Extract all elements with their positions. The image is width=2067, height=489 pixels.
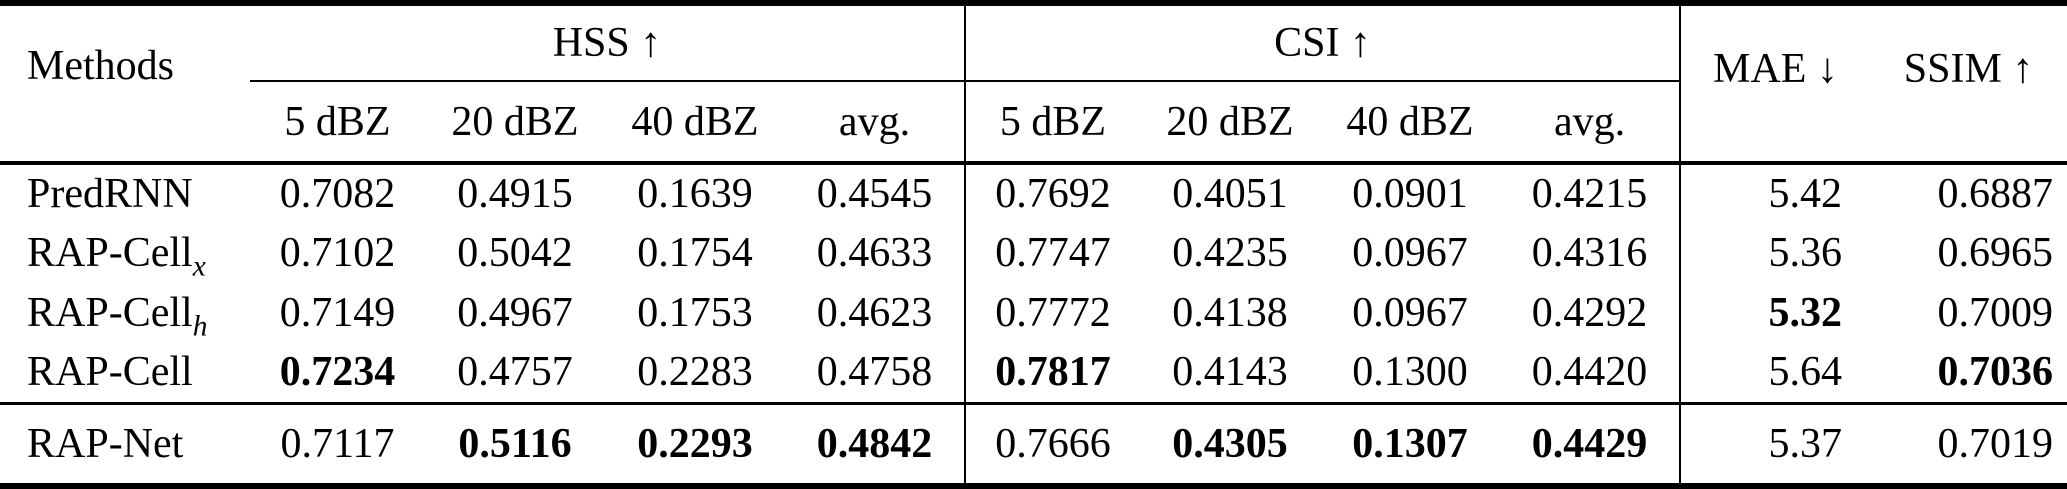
value-cell: 0.2283 <box>637 349 753 396</box>
hss-5dbz-header: 5 dBZ <box>250 81 425 165</box>
value-cell: 5.32 <box>1768 290 1843 336</box>
value-cell: 0.4215 <box>1500 163 1682 223</box>
value-cell: 0.0967 <box>1352 230 1468 276</box>
value-cell: 0.7772 <box>995 290 1111 336</box>
value-cell: 0.7036 <box>1937 349 2054 396</box>
table-row: PredRNN 0.7082 0.4915 0.1639 0.4545 0.7692 0.4… <box>0 163 2067 223</box>
hss-avg-header: avg. <box>785 81 966 165</box>
method-name: PredRNN <box>27 171 193 217</box>
hss-20dbz-header: 20 dBZ <box>425 81 605 165</box>
value-cell: 0.7692 <box>995 171 1111 217</box>
value-cell: 0.7019 <box>1870 401 2067 486</box>
table-row: RAP-Cell 0.7234 0.4757 0.2283 0.4758 0.7817 0.… <box>0 343 2067 403</box>
value-cell: 0.7009 <box>1937 290 2054 336</box>
value-cell: 0.2293 <box>605 401 785 486</box>
method-name: RAP-Cell <box>27 290 193 336</box>
value-cell: 0.7666 <box>965 401 1140 486</box>
value-cell: 0.7102 <box>279 230 396 276</box>
value-cell: 0.4138 <box>1172 290 1288 336</box>
value-cell: 0.4842 <box>785 401 966 486</box>
value-cell: 0.1307 <box>1320 401 1500 486</box>
value-cell: 0.7149 <box>279 290 396 336</box>
method-name-cell: RAP-Cellh <box>0 283 250 343</box>
value-cell: 0.7817 <box>995 349 1111 396</box>
method-name: RAP-Cell <box>27 349 193 396</box>
header-row-groups: Methods HSS ↑ CSI ↑ MAE ↓ SSIM ↑ <box>0 3 2067 165</box>
value-cell: 0.4292 <box>1500 283 1682 343</box>
value-cell: 0.7747 <box>995 230 1111 276</box>
method-name: RAP-Net <box>27 420 184 467</box>
value-cell: 0.6887 <box>1937 171 2054 217</box>
value-cell: 0.4051 <box>1172 171 1288 217</box>
value-cell: 0.1639 <box>637 171 753 217</box>
value-cell: 0.5116 <box>425 401 605 486</box>
csi-avg-header: avg. <box>1500 81 1682 165</box>
csi-20dbz-header: 20 dBZ <box>1140 81 1320 165</box>
value-cell: 0.1300 <box>1352 349 1468 396</box>
table-row: RAP-Cellh 0.7149 0.4967 0.1753 0.4623 0.7772 0… <box>0 283 2067 343</box>
value-cell: 0.4235 <box>1172 230 1288 276</box>
value-cell: 0.4305 <box>1140 401 1320 486</box>
value-cell: 0.4967 <box>457 290 573 336</box>
value-cell: 0.4316 <box>1500 223 1682 283</box>
value-cell: 5.64 <box>1768 349 1843 396</box>
hss-40dbz-header: 40 dBZ <box>605 81 785 165</box>
hss-group-header: HSS ↑ <box>250 3 966 82</box>
value-cell: 0.1753 <box>637 290 753 336</box>
value-cell: 0.0901 <box>1352 171 1468 217</box>
method-subscript: x <box>192 250 206 283</box>
value-cell: 0.5042 <box>457 230 573 276</box>
method-subscript: h <box>192 310 208 343</box>
value-cell: 0.4757 <box>457 349 573 396</box>
value-cell: 0.4143 <box>1172 349 1288 396</box>
csi-5dbz-header: 5 dBZ <box>965 81 1140 165</box>
value-cell: 0.4758 <box>785 343 966 403</box>
method-name-cell: PredRNN <box>0 163 250 223</box>
value-cell: 0.7082 <box>279 171 396 217</box>
mae-column-header: MAE ↓ <box>1680 3 1871 165</box>
value-cell: 5.36 <box>1768 230 1843 276</box>
value-cell: 0.4915 <box>457 171 573 217</box>
value-cell: 0.6965 <box>1937 230 2054 276</box>
value-cell: 0.4623 <box>785 283 966 343</box>
method-name-cell: RAP-Cellx <box>0 223 250 283</box>
value-cell: 0.4420 <box>1500 343 1682 403</box>
table-row-footer: RAP-Net 0.7117 0.5116 0.2293 0.4842 0.7666 0.4… <box>0 401 2067 486</box>
value-cell: 0.1754 <box>637 230 753 276</box>
value-cell: 0.0967 <box>1352 290 1468 336</box>
value-cell: 0.4429 <box>1500 401 1682 486</box>
method-name-cell: RAP-Net <box>0 401 250 486</box>
value-cell: 0.7117 <box>250 401 425 486</box>
header-row-thresholds: 5 dBZ 20 dBZ 40 dBZ avg. 5 dBZ 20 dBZ 40… <box>0 81 2067 165</box>
value-cell: 0.7234 <box>279 349 396 396</box>
csi-40dbz-header: 40 dBZ <box>1320 81 1500 165</box>
ssim-column-header: SSIM ↑ <box>1870 3 2067 165</box>
table-row: RAP-Cellx 0.7102 0.5042 0.1754 0.4633 0.7747 0… <box>0 223 2067 283</box>
csi-group-header: CSI ↑ <box>965 3 1682 82</box>
value-cell: 0.4545 <box>785 163 966 223</box>
method-name-cell: RAP-Cell <box>0 343 250 403</box>
value-cell: 0.4633 <box>785 223 966 283</box>
method-name: RAP-Cell <box>27 230 193 276</box>
value-cell: 5.42 <box>1768 171 1843 217</box>
value-cell: 5.37 <box>1680 401 1871 486</box>
methods-column-header: Methods <box>0 3 250 165</box>
